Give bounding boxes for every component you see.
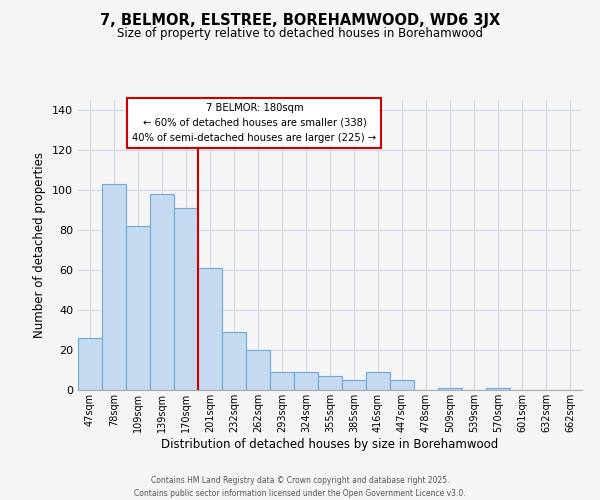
Bar bbox=[486, 388, 510, 390]
Bar bbox=[366, 372, 390, 390]
Bar bbox=[78, 338, 102, 390]
Bar bbox=[246, 350, 270, 390]
Text: 7, BELMOR, ELSTREE, BOREHAMWOOD, WD6 3JX: 7, BELMOR, ELSTREE, BOREHAMWOOD, WD6 3JX bbox=[100, 12, 500, 28]
Bar bbox=[102, 184, 126, 390]
Y-axis label: Number of detached properties: Number of detached properties bbox=[34, 152, 46, 338]
Bar bbox=[270, 372, 294, 390]
Bar bbox=[126, 226, 150, 390]
Bar bbox=[438, 388, 462, 390]
Bar bbox=[174, 208, 198, 390]
Text: 7 BELMOR: 180sqm
← 60% of detached houses are smaller (338)
40% of semi-detached: 7 BELMOR: 180sqm ← 60% of detached house… bbox=[133, 103, 376, 142]
Bar bbox=[222, 332, 246, 390]
Text: Contains HM Land Registry data © Crown copyright and database right 2025.
Contai: Contains HM Land Registry data © Crown c… bbox=[134, 476, 466, 498]
Bar bbox=[150, 194, 174, 390]
Bar bbox=[390, 380, 414, 390]
Bar bbox=[318, 376, 342, 390]
Bar bbox=[342, 380, 366, 390]
Bar bbox=[198, 268, 222, 390]
Bar bbox=[294, 372, 318, 390]
X-axis label: Distribution of detached houses by size in Borehamwood: Distribution of detached houses by size … bbox=[161, 438, 499, 450]
Text: Size of property relative to detached houses in Borehamwood: Size of property relative to detached ho… bbox=[117, 28, 483, 40]
